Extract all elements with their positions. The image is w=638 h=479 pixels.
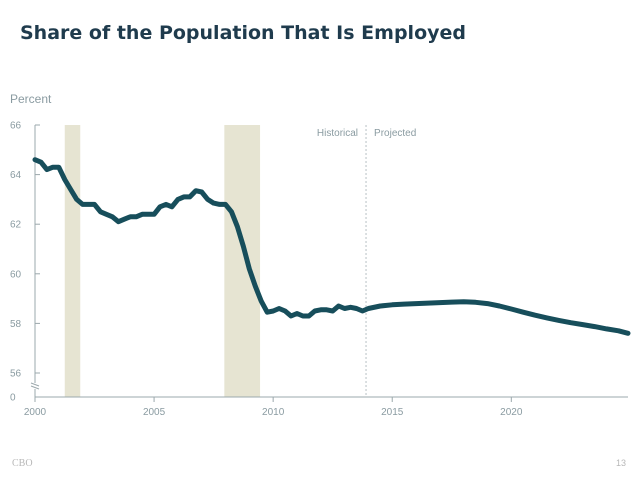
x-tick-label: 2005 bbox=[143, 407, 166, 418]
y-tick-label: 58 bbox=[10, 319, 22, 330]
x-tick-label: 2020 bbox=[500, 407, 523, 418]
recession-band-2 bbox=[224, 125, 261, 397]
y-tick-label: 56 bbox=[10, 369, 22, 380]
y-tick-label: 0 bbox=[10, 393, 16, 404]
recession-band-1 bbox=[64, 125, 81, 397]
y-tick-label: 60 bbox=[10, 269, 22, 280]
historical-projected-divider: Historical Projected bbox=[317, 125, 416, 397]
chart-series bbox=[32, 157, 631, 336]
annotation-projected: Projected bbox=[374, 128, 416, 139]
page-title: Share of the Population That Is Employed bbox=[20, 22, 466, 44]
y-axis-title: Percent bbox=[10, 92, 52, 106]
chart-labels: 66 64 62 60 58 56 0 2000 2005 2010 2015 2020 Percent bbox=[10, 92, 523, 418]
footer-source: CBO bbox=[12, 458, 33, 469]
recession-shading bbox=[64, 125, 261, 397]
y-axis-break bbox=[30, 382, 40, 390]
x-tick-label: 2000 bbox=[24, 407, 47, 418]
series-line-1 bbox=[32, 157, 631, 336]
annotation-historical: Historical bbox=[317, 128, 358, 139]
y-tick-label: 62 bbox=[10, 220, 22, 231]
x-tick-label: 2015 bbox=[381, 407, 404, 418]
chart-axes bbox=[30, 124, 628, 402]
y-tick-label: 64 bbox=[10, 170, 22, 181]
y-tick-label: 66 bbox=[10, 121, 22, 132]
x-tick-label: 2010 bbox=[262, 407, 285, 418]
page-number: 13 bbox=[615, 458, 626, 468]
